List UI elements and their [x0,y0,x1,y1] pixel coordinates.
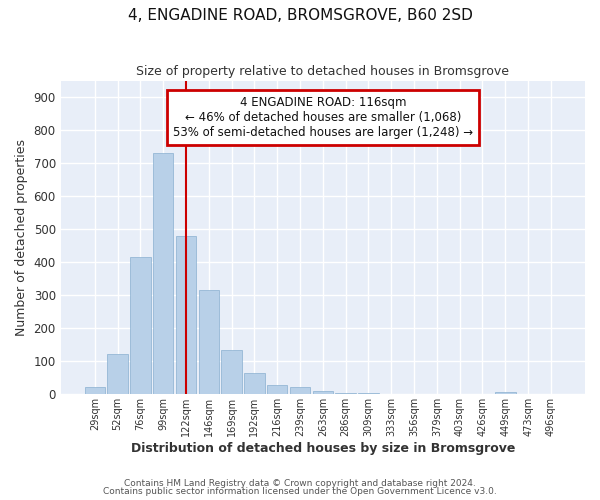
Bar [290,387,310,394]
Bar [358,392,379,394]
Bar [130,257,151,394]
Text: 4 ENGADINE ROAD: 116sqm
← 46% of detached houses are smaller (1,068)
53% of semi: 4 ENGADINE ROAD: 116sqm ← 46% of detache… [173,96,473,139]
Bar [335,392,356,394]
Title: Size of property relative to detached houses in Bromsgrove: Size of property relative to detached ho… [136,65,509,78]
Bar [221,350,242,395]
Bar [267,385,287,394]
Text: 4, ENGADINE ROAD, BROMSGROVE, B60 2SD: 4, ENGADINE ROAD, BROMSGROVE, B60 2SD [128,8,472,22]
Text: Contains public sector information licensed under the Open Government Licence v3: Contains public sector information licen… [103,487,497,496]
Y-axis label: Number of detached properties: Number of detached properties [15,139,28,336]
Bar [176,236,196,394]
X-axis label: Distribution of detached houses by size in Bromsgrove: Distribution of detached houses by size … [131,442,515,455]
Text: Contains HM Land Registry data © Crown copyright and database right 2024.: Contains HM Land Registry data © Crown c… [124,479,476,488]
Bar [85,387,105,394]
Bar [199,290,219,395]
Bar [153,153,173,394]
Bar [495,392,515,394]
Bar [313,390,333,394]
Bar [107,354,128,395]
Bar [244,373,265,394]
